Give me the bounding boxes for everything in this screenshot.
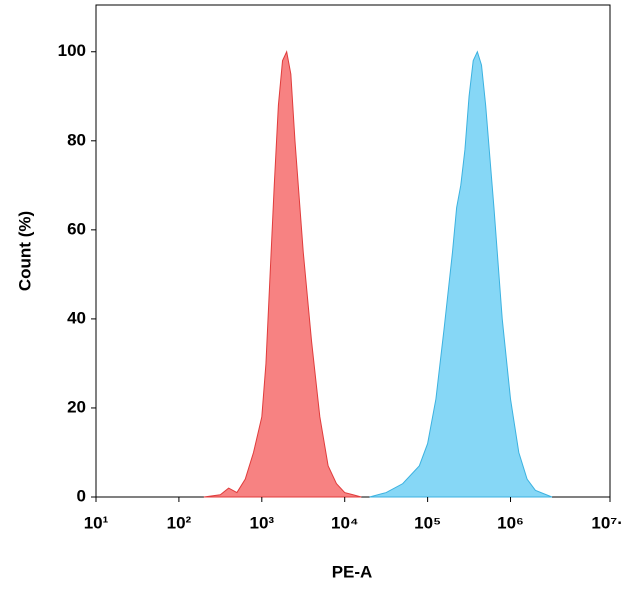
plot-frame	[95, 4, 611, 498]
y-axis-label: Count (%)	[15, 211, 34, 291]
y-tick-label: 100	[58, 41, 86, 60]
x-tick-label: 10³	[250, 513, 275, 532]
y-tick-label: 60	[67, 219, 86, 238]
y-tick-label: 20	[67, 397, 86, 416]
histogram-area	[369, 50, 553, 498]
y-tick-label: 80	[67, 130, 86, 149]
x-tick-label: 10⁶	[497, 513, 524, 532]
x-tick-label: 10¹	[84, 513, 109, 532]
x-tick-label: 10⁴	[331, 513, 358, 532]
x-tick-label: 10⁵	[414, 513, 441, 532]
x-tick-label: 10⁷·²	[591, 513, 623, 532]
x-axis-label: PE-A	[332, 562, 373, 581]
y-tick-label: 0	[77, 486, 86, 505]
series-group	[203, 50, 553, 498]
histogram-area	[203, 50, 362, 498]
x-tick-label: 10²	[167, 513, 192, 532]
y-tick-label: 40	[67, 308, 86, 327]
